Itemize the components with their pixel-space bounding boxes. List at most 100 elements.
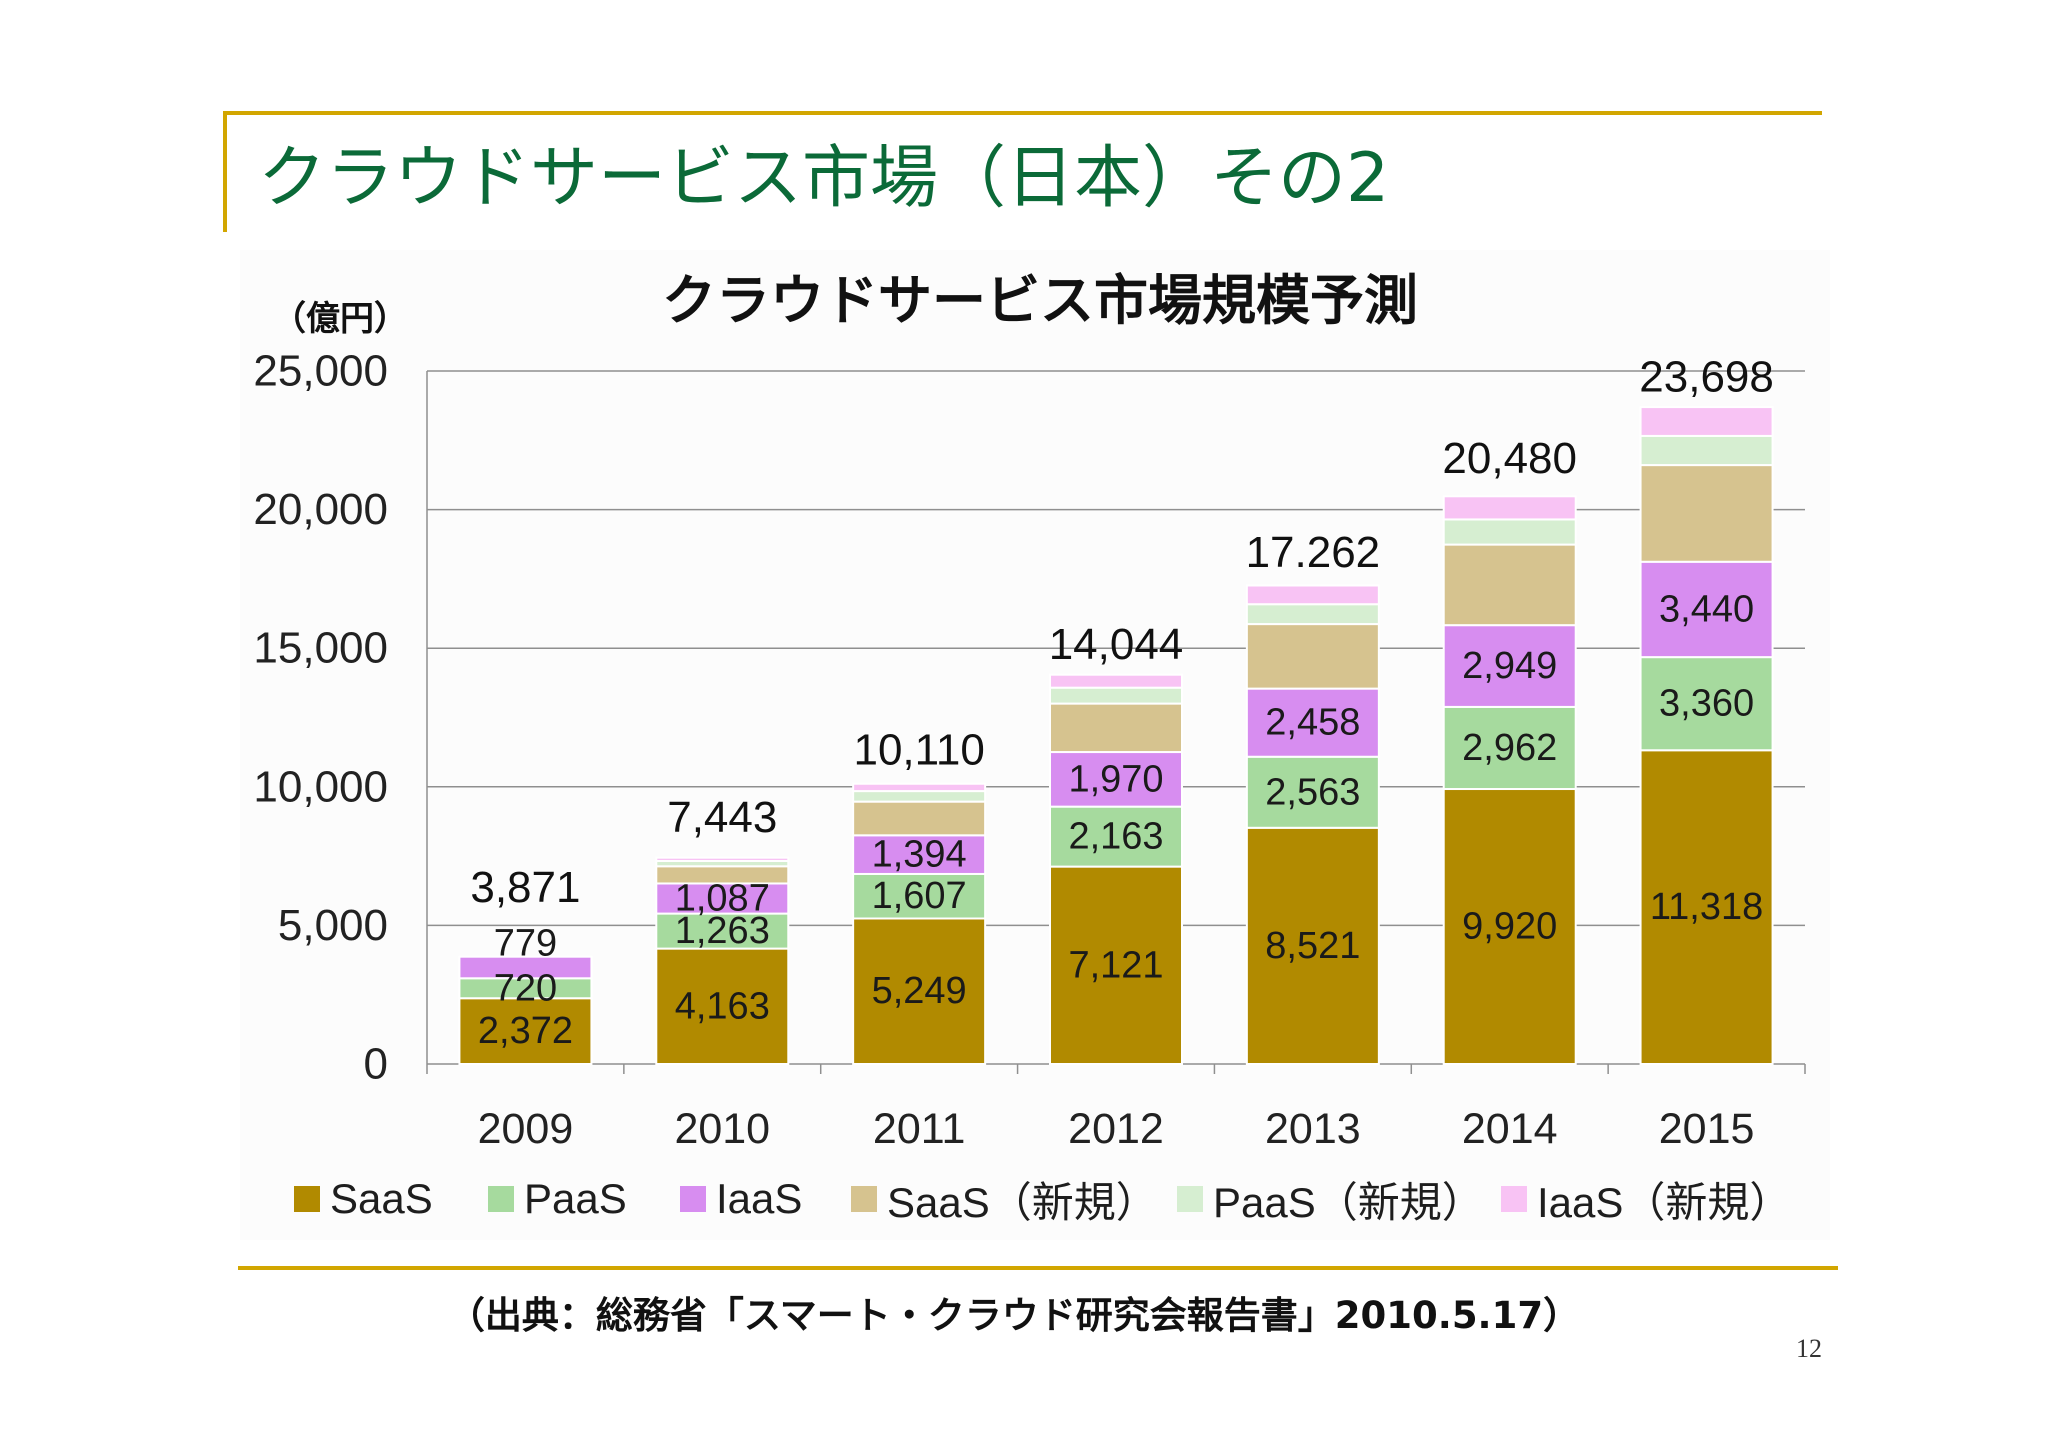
bar-iaas-2013 xyxy=(1245,687,1380,758)
header-rule xyxy=(225,111,1822,115)
data-label-paas-2012: 2,163 xyxy=(1068,816,1163,858)
legend-swatch-saas-new xyxy=(851,1186,877,1212)
bar-saas-new-2013 xyxy=(1245,623,1380,690)
bar-saas-new-2012 xyxy=(1049,702,1183,754)
bar-saas-2010 xyxy=(655,947,790,1065)
bar-paas-new-2015 xyxy=(1639,434,1774,467)
total-label-2010: 7,443 xyxy=(667,793,777,842)
x-tick-label-2015: 2015 xyxy=(1659,1105,1755,1153)
data-label-paas-2014: 2,962 xyxy=(1462,727,1557,769)
bar-saas-new-2015 xyxy=(1639,464,1774,563)
bar-iaas-new-2011 xyxy=(852,782,987,793)
bar-paas-new-2012 xyxy=(1049,686,1183,705)
data-label-saas-2012: 7,121 xyxy=(1068,944,1163,986)
total-label-2009: 3,871 xyxy=(470,863,580,912)
bar-iaas-2011 xyxy=(852,834,987,875)
x-tick-label-2010: 2010 xyxy=(674,1105,770,1153)
data-label-iaas-2013: 2,458 xyxy=(1265,702,1360,744)
source-citation: （出典：総務省「スマート・クラウド研究会報告書」2010.5.17） xyxy=(447,1294,1581,1337)
bar-iaas-2014 xyxy=(1442,624,1577,708)
legend-label-paas: PaaS xyxy=(524,1175,627,1222)
legend-label-saas: SaaS xyxy=(330,1175,433,1222)
legend-item-paas-new: PaaS（新規） xyxy=(1177,1176,1484,1226)
legend-swatch-iaas xyxy=(680,1186,706,1212)
page-number: 12 xyxy=(1796,1334,1822,1363)
data-label-saas-2010: 4,163 xyxy=(675,985,770,1027)
bar-paas-2014 xyxy=(1442,705,1577,791)
legend-label-iaas-new: IaaS（新規） xyxy=(1537,1178,1792,1226)
y-tick-label-10000: 10,000 xyxy=(253,762,388,811)
total-label-2014: 20,480 xyxy=(1442,434,1577,483)
bar-paas-new-2014 xyxy=(1442,518,1577,546)
bar-saas-new-2014 xyxy=(1442,543,1577,627)
x-tick-label-2009: 2009 xyxy=(478,1105,574,1153)
legend-label-iaas: IaaS xyxy=(716,1175,803,1222)
y-tick-label-5000: 5,000 xyxy=(278,901,388,950)
data-label-saas-2015: 11,318 xyxy=(1650,886,1763,928)
data-label-paas-2011: 1,607 xyxy=(872,875,967,917)
legend-swatch-paas-new xyxy=(1177,1186,1203,1212)
y-tick-label-15000: 15,000 xyxy=(253,624,388,673)
legend-item-iaas-new: IaaS（新規） xyxy=(1501,1176,1791,1226)
bar-saas-2014 xyxy=(1442,788,1577,1065)
data-label-paas-2015: 3,360 xyxy=(1659,683,1754,725)
legend-item-saas-new: SaaS（新規） xyxy=(851,1176,1158,1226)
legend-swatch-paas xyxy=(488,1186,514,1212)
bar-saas-2013 xyxy=(1245,826,1380,1065)
bar-iaas-2009 xyxy=(458,955,593,980)
legend-label-paas-new: PaaS（新規） xyxy=(1213,1178,1484,1226)
y-tick-label-0: 0 xyxy=(364,1040,388,1089)
data-label-saas-2014: 9,920 xyxy=(1462,906,1557,948)
y-axis-unit-label: （億円） xyxy=(272,299,408,339)
bar-paas-2012 xyxy=(1049,805,1183,868)
labels: 0 5,000 10,000 15,000 20,000 25,000 2,37272077… xyxy=(253,347,1773,1154)
legend-item-saas: SaaS xyxy=(294,1175,433,1222)
total-label-2012: 14,044 xyxy=(1049,620,1184,669)
data-label-iaas-2009: 779 xyxy=(494,922,557,964)
bar-iaas-new-2010 xyxy=(655,856,790,863)
legend-label-saas-new: SaaS（新規） xyxy=(887,1178,1158,1226)
bar-paas-2010 xyxy=(655,912,790,950)
legend-swatch-saas xyxy=(294,1186,320,1212)
x-tick-label-2014: 2014 xyxy=(1462,1105,1558,1153)
bar-paas-new-2011 xyxy=(852,790,987,803)
bar-iaas-2015 xyxy=(1639,560,1774,659)
legend-item-iaas: IaaS xyxy=(680,1175,803,1222)
bar-paas-new-2013 xyxy=(1245,603,1380,626)
bar-saas-2015 xyxy=(1639,749,1774,1065)
chart-title: クラウドサービス市場規模予測 xyxy=(662,269,1418,332)
total-label-2013: 17.262 xyxy=(1246,528,1381,577)
bar-saas-2012 xyxy=(1049,865,1183,1066)
data-label-iaas-2010: 1,087 xyxy=(675,878,770,920)
bar-iaas-new-2012 xyxy=(1049,673,1183,689)
legend: SaaS PaaS IaaS SaaS（新規） PaaS（新規） IaaS（新規） xyxy=(0,1175,2048,1226)
y-tick-label-25000: 25,000 xyxy=(253,347,388,396)
legend-item-paas: PaaS xyxy=(488,1175,627,1222)
data-label-iaas-2015: 3,440 xyxy=(1659,588,1754,630)
data-label-paas-2010: 1,263 xyxy=(675,910,770,952)
bar-iaas-2012 xyxy=(1049,751,1183,808)
bar-saas-new-2011 xyxy=(852,800,987,837)
data-label-paas-2009: 720 xyxy=(494,967,557,1009)
bar-iaas-new-2014 xyxy=(1442,495,1577,521)
bar-saas-2009 xyxy=(458,997,593,1066)
bar-iaas-new-2013 xyxy=(1245,584,1380,606)
data-label-iaas-2014: 2,949 xyxy=(1462,645,1557,687)
footer-rule xyxy=(238,1266,1838,1270)
data-label-iaas-2011: 1,394 xyxy=(872,834,967,876)
data-label-iaas-2012: 1,970 xyxy=(1068,758,1163,800)
total-label-2011: 10,110 xyxy=(853,725,984,774)
bars xyxy=(458,406,1774,1066)
header-accent-bar xyxy=(223,111,227,232)
data-label-paas-2013: 2,563 xyxy=(1265,771,1360,813)
data-label-saas-2013: 8,521 xyxy=(1265,925,1360,967)
data-label-saas-2011: 5,249 xyxy=(872,970,967,1012)
data-label-saas-2009: 2,372 xyxy=(478,1010,573,1052)
bar-paas-2011 xyxy=(852,872,987,920)
slide-title: クラウドサービス市場（日本）その2 xyxy=(258,139,1390,218)
x-tick-label-2013: 2013 xyxy=(1265,1105,1361,1153)
bar-saas-2011 xyxy=(852,917,987,1066)
x-tick-label-2011: 2011 xyxy=(873,1105,965,1153)
